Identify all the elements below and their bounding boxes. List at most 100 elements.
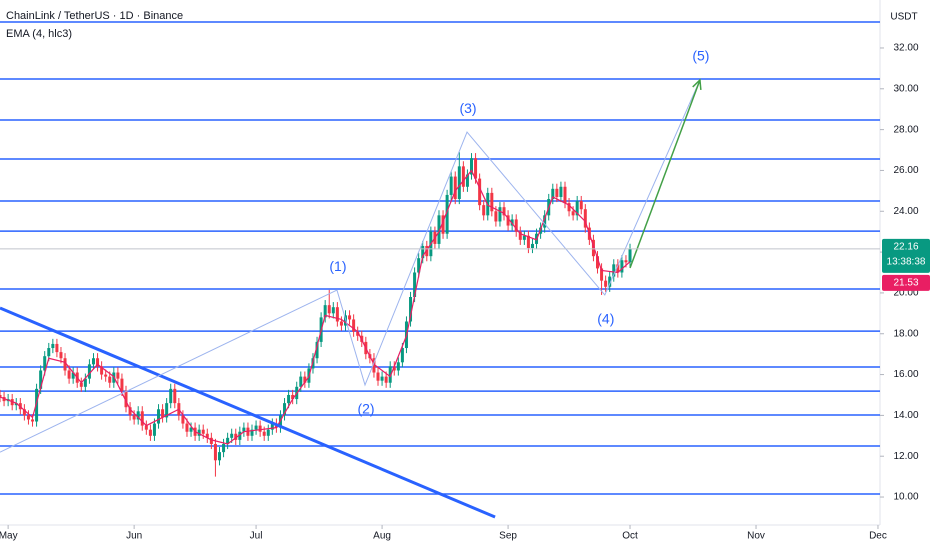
candle-body xyxy=(71,372,75,379)
candle-body xyxy=(543,215,547,228)
candle-body xyxy=(352,319,356,332)
x-tick-label: Jul xyxy=(250,531,263,542)
x-tick-label: May xyxy=(0,531,18,542)
projection-arrow xyxy=(629,79,701,269)
y-tick-label: 32.00 xyxy=(893,43,918,54)
candle-body xyxy=(583,209,587,228)
candle-body xyxy=(502,207,506,216)
candle-body xyxy=(604,280,608,287)
candle-body xyxy=(453,176,457,200)
trendline xyxy=(0,306,496,519)
ema-price-label: 21.53 xyxy=(893,277,918,288)
y-tick-label: 20.00 xyxy=(893,288,918,299)
candle-body xyxy=(482,205,486,216)
plot: (1) (2) (3) (4) (5) xyxy=(0,21,880,519)
candle-body xyxy=(104,374,108,377)
candle-body xyxy=(185,423,189,432)
wave-label: (3) xyxy=(459,100,476,116)
candle-body xyxy=(132,415,136,420)
candle-body xyxy=(55,343,59,353)
candle-body xyxy=(470,158,474,175)
candle-body xyxy=(441,215,445,234)
candle-body xyxy=(575,201,579,216)
x-tick-label: Oct xyxy=(622,531,638,542)
candle-body xyxy=(457,166,461,200)
x-tick-label: Sep xyxy=(499,531,517,542)
candle-body xyxy=(303,376,307,383)
candle-body xyxy=(31,419,35,422)
candle-body xyxy=(120,378,124,391)
candle-body xyxy=(348,315,352,320)
x-tick-label: Aug xyxy=(373,531,391,542)
candle-body xyxy=(461,166,465,187)
candle-body xyxy=(287,394,291,404)
candle-body xyxy=(421,245,425,259)
chart-title: ChainLink / TetherUS · 1D · Binance xyxy=(6,10,183,22)
candle-body xyxy=(620,260,624,273)
y-tick-label: 16.00 xyxy=(893,369,918,380)
candle-body xyxy=(376,372,380,381)
candle-body xyxy=(417,258,421,273)
candle-body xyxy=(315,341,319,359)
y-tick-label: 24.00 xyxy=(893,206,918,217)
y-axis-label: USDT xyxy=(890,12,917,23)
last-price-label: 22.16 xyxy=(893,241,918,252)
candle-body xyxy=(506,215,510,226)
candle-body xyxy=(63,358,67,371)
candle-body xyxy=(209,437,213,444)
candle-body xyxy=(413,272,417,297)
candle-body xyxy=(222,443,226,453)
candle-body xyxy=(22,409,26,416)
candle-body xyxy=(173,388,177,404)
candle-body xyxy=(83,378,87,387)
candle-body xyxy=(47,348,51,357)
candle-body xyxy=(140,411,144,426)
candle-body xyxy=(323,305,327,318)
candle-body xyxy=(108,376,112,383)
candle-body xyxy=(35,388,39,422)
y-tick-label: 26.00 xyxy=(893,165,918,176)
wave-label: (2) xyxy=(357,401,374,417)
candle-body xyxy=(498,207,502,222)
candle-body xyxy=(254,425,258,430)
x-tick-label: Jun xyxy=(126,531,142,542)
candle-body xyxy=(490,192,494,212)
candle-body xyxy=(0,394,2,398)
candle-body xyxy=(591,239,595,257)
candle-body xyxy=(299,376,303,387)
wave-label: (5) xyxy=(692,48,709,64)
candle-body xyxy=(136,411,140,420)
wave-label: (4) xyxy=(597,311,614,327)
candle-body xyxy=(600,268,604,281)
candle-body xyxy=(43,356,47,371)
candle-body xyxy=(258,425,262,432)
candle-body xyxy=(205,433,209,438)
candle-body xyxy=(169,388,173,404)
y-tick-label: 12.00 xyxy=(893,451,918,462)
candle-body xyxy=(51,343,55,349)
candle-body xyxy=(339,321,343,326)
candle-body xyxy=(250,429,254,436)
candle-body xyxy=(437,215,441,244)
candle-body xyxy=(59,352,63,359)
candle-body xyxy=(445,194,449,234)
candle-body xyxy=(234,433,238,440)
candle-body xyxy=(494,211,498,222)
candle-body xyxy=(161,409,165,418)
countdown-label: 13:38:38 xyxy=(887,256,926,267)
candle-body xyxy=(392,366,396,371)
candle-body xyxy=(327,305,331,314)
x-tick-label: Dec xyxy=(869,531,887,542)
candle-body xyxy=(266,429,270,436)
y-tick-label: 14.00 xyxy=(893,410,918,421)
ema-price-box xyxy=(882,274,930,291)
candle-body xyxy=(396,362,400,371)
candle-body xyxy=(612,264,616,277)
candle-body xyxy=(567,203,571,212)
candle-body xyxy=(96,358,100,367)
candle-body xyxy=(624,260,628,263)
candle-body xyxy=(144,425,148,430)
candle-body xyxy=(559,186,563,197)
candle-body xyxy=(238,431,242,440)
